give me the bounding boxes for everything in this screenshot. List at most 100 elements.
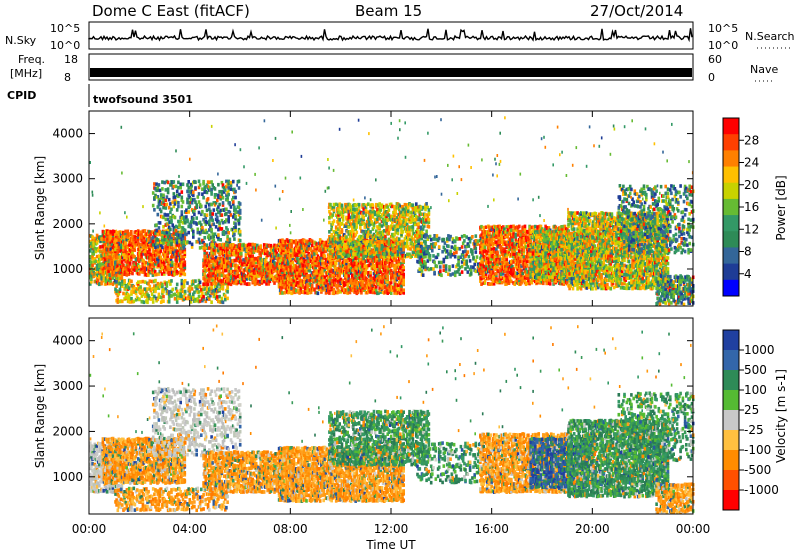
power-echo-1125 [121,300,124,304]
power-echo-1641 [185,208,188,212]
power-echo-1811 [213,222,216,226]
power-echo-3477 [335,262,338,266]
power-echo-1474 [158,183,161,187]
power-echo-1527 [167,187,170,191]
power-echo-1482 [160,210,163,214]
power-echo-1927 [230,181,233,185]
nsky-tick-bottom: 10^0 [50,39,80,52]
power-echo-1627 [183,240,186,244]
power-echo-1319 [189,292,192,296]
power-echo-1978 [239,230,242,234]
power-echo-1277 [170,279,173,283]
power-echo-2040 [208,246,211,250]
power-echo-1216 [150,297,153,301]
power-echo-2248 [232,243,235,247]
power-echo-1867 [222,221,225,225]
power-echo-1179 [137,280,140,284]
power-echo-1439 [152,236,155,240]
power-echo-1335 [193,291,196,295]
power-echo-1386 [210,300,213,304]
power-echo-1475 [159,221,162,225]
power-echo-1735 [201,192,204,196]
nsky-line [89,28,692,40]
power-echo-2088 [214,252,217,256]
power-echo-2136 [219,252,222,256]
power-echo-1657 [189,241,192,245]
power-echo-1253 [161,283,164,287]
power-echo-325 [103,267,106,271]
power-echo-1508 [165,218,168,222]
power-echo-1186 [139,285,142,289]
power-echo-100 [99,263,102,267]
power-echo-1592 [177,205,180,209]
power-echo-1875 [223,230,226,234]
power-echo-1055 [179,250,182,254]
power-echo-1501 [162,194,165,198]
nsearch-tick-top: 10^5 [708,22,738,35]
power-echo-2593 [272,276,275,280]
power-echo-1848 [218,203,221,207]
power-echo-1536 [169,228,172,232]
power-echo-487 [119,256,122,260]
power-echo-1634 [184,221,187,225]
power-echo-1019 [176,270,179,274]
power-echo-1604 [179,220,182,224]
power-echo-1187 [139,280,142,284]
power-echo-1608 [181,241,184,245]
power-echo-1426 [224,294,227,298]
power-echo-1375 [206,287,209,291]
power-echo-2380 [248,282,251,286]
freq-tick-top: 18 [64,53,78,66]
power-echo-604 [131,272,134,276]
power-echo-2801 [281,291,284,295]
power-echo-1729 [200,205,203,209]
power-scatter [89,116,695,306]
power-echo-1326 [191,287,194,291]
power-echo-1923 [230,213,233,217]
power-echo-1850 [219,238,222,242]
power-echo-1278 [171,288,174,292]
power-echo-1314 [186,281,189,285]
power-echo-1733 [201,226,204,230]
power-echo-1579 [175,185,178,189]
power-echo-1683 [192,217,195,221]
power-echo-2842 [285,281,288,285]
power-echo-1920 [229,201,232,205]
power-echo-1456 [155,229,158,233]
power-echo-1625 [182,183,185,187]
power-echo-1205 [146,298,149,302]
power-echo-1785 [209,225,212,229]
power-echo-376 [108,267,111,271]
power-echo-1953 [234,215,237,219]
power-echo-1208 [146,287,149,291]
power-echo-1755 [205,205,208,209]
power-echo-1304 [183,295,186,299]
power-echo-1955 [234,208,237,212]
power-echo-2106 [216,244,219,248]
power-echo-85 [98,275,101,279]
power-echo-1214 [149,285,152,289]
power-echo-1956 [234,196,237,200]
power-echo-1646 [186,198,189,202]
power-echo-2188 [225,243,228,247]
power-echo-3420 [330,279,333,283]
power-echo-1548 [170,208,173,212]
power-echo-3173 [310,247,313,251]
power-echo-1924 [230,205,233,209]
power-echo-1111 [115,284,118,288]
power-echo-623 [133,268,136,272]
power-echo-1360 [200,288,203,292]
power-echo-568 [127,230,130,234]
power-echo-622 [132,238,135,242]
power-echo-727 [145,261,148,265]
power-echo-2391 [248,243,251,247]
power-echo-1509 [165,213,168,217]
power-echo-1656 [187,180,190,184]
power-echo-1530 [168,231,171,235]
power-echo-547 [124,230,127,234]
power-echo-2968 [295,289,298,293]
power-echo-2286 [237,270,240,274]
power-echo-1275 [170,294,173,298]
power-echo-1199 [144,280,147,284]
power-echo-1817 [214,232,217,236]
